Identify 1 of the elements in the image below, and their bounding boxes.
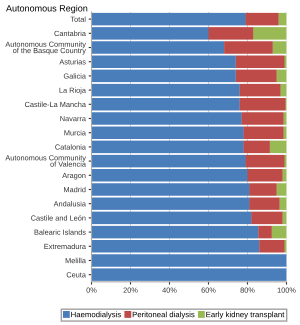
y-axis-title: Autonomous Region [6, 4, 88, 14]
